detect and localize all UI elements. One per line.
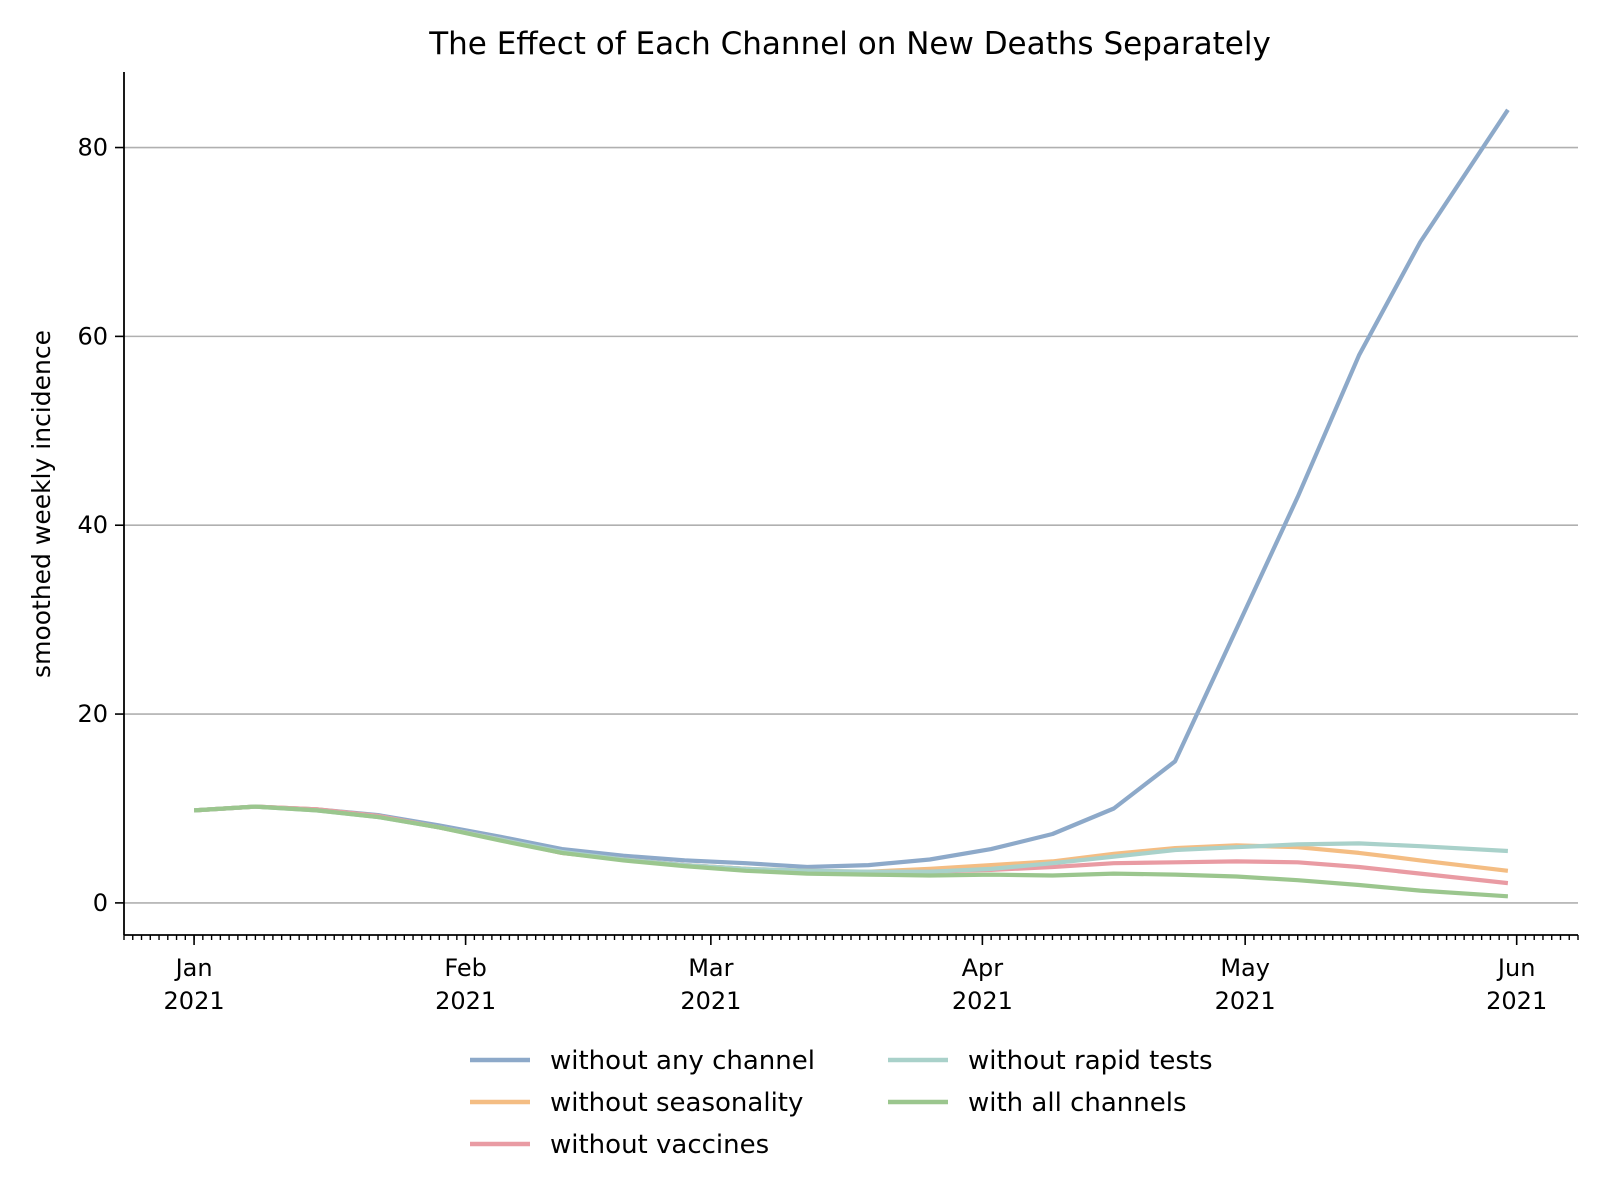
x-tick-year: 2021	[1486, 987, 1547, 1015]
legend-label: without any channel	[550, 1046, 815, 1076]
y-tick-label: 40	[77, 511, 108, 539]
axes	[123, 72, 1578, 936]
legend-label: without vaccines	[550, 1130, 769, 1160]
x-tick-month: May	[1220, 954, 1270, 982]
y-tick-label: 0	[93, 889, 108, 917]
chart-title: The Effect of Each Channel on New Deaths…	[428, 26, 1271, 62]
legend-label: with all channels	[968, 1088, 1187, 1118]
legend-label: without seasonality	[550, 1088, 803, 1118]
x-tick-year: 2021	[164, 987, 225, 1015]
x-tick-month: Jan	[174, 954, 213, 982]
legend-label: without rapid tests	[968, 1046, 1213, 1076]
x-tick-month: Jun	[1496, 954, 1536, 982]
x-tick-month: Mar	[688, 954, 733, 982]
y-tick-label: 80	[77, 134, 108, 162]
series-line	[193, 108, 1510, 870]
series-lines	[193, 108, 1510, 899]
x-tick-month: Apr	[962, 954, 1004, 982]
y-ticks: 0 20 40 60 80	[77, 134, 124, 917]
x-tick-year: 2021	[952, 987, 1013, 1015]
x-tick-year: 2021	[680, 987, 741, 1015]
series-line	[193, 804, 1509, 899]
gridlines	[124, 146, 1578, 904]
x-ticks: Jan 2021 Feb 2021 Mar 2021 Apr 2021 May 2021 Jun 20…	[123, 935, 1579, 1015]
y-tick-label: 60	[77, 322, 108, 350]
legend: without any channel without seasonality wi…	[470, 1046, 1213, 1160]
y-axis-label: smoothed weekly incidence	[27, 330, 56, 678]
y-tick-label: 20	[77, 700, 108, 728]
x-tick-year: 2021	[435, 987, 496, 1015]
x-tick-year: 2021	[1215, 987, 1276, 1015]
x-tick-month: Feb	[444, 954, 487, 982]
